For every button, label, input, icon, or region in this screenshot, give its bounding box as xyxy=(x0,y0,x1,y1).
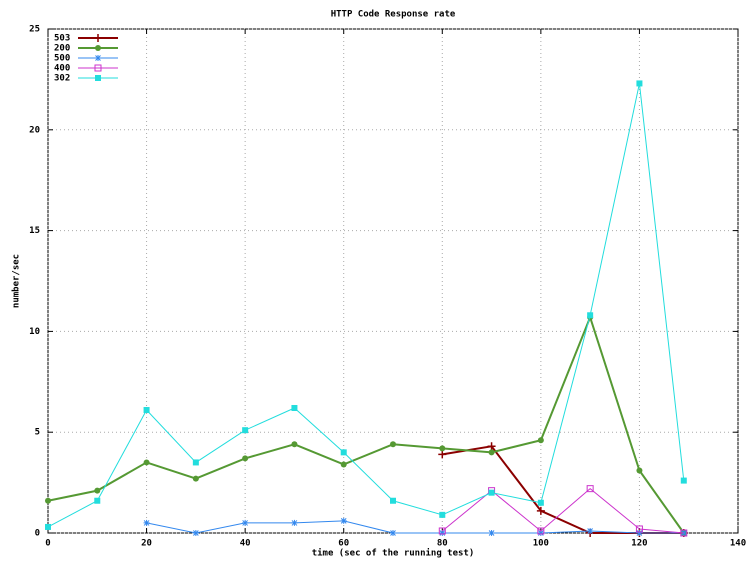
marker xyxy=(439,530,446,536)
x-tick-label: 120 xyxy=(631,539,647,549)
y-axis-label: number/sec xyxy=(12,254,22,308)
marker xyxy=(143,519,150,526)
series-line xyxy=(442,445,684,534)
marker xyxy=(390,497,396,504)
marker xyxy=(143,459,150,466)
marker xyxy=(487,442,496,451)
marker xyxy=(438,527,446,535)
marker xyxy=(143,407,150,414)
marker xyxy=(680,530,687,536)
y-tick-label: 5 xyxy=(35,428,40,438)
x-tick-label: 60 xyxy=(338,539,349,549)
marker xyxy=(536,506,545,515)
x-tick-label: 20 xyxy=(141,539,152,549)
marker xyxy=(340,449,347,456)
marker xyxy=(439,445,446,452)
marker xyxy=(488,449,495,456)
marker xyxy=(192,475,199,482)
chart-title: HTTP Code Response rate xyxy=(331,10,456,20)
marker xyxy=(291,405,298,412)
series-line xyxy=(441,487,684,534)
x-tick-label: 140 xyxy=(730,539,746,549)
marker xyxy=(537,437,544,444)
marker xyxy=(242,455,249,462)
legend-marker xyxy=(95,45,101,51)
legend-marker xyxy=(95,75,101,81)
y-tick-label: 25 xyxy=(29,25,40,35)
x-tick-label: 40 xyxy=(240,539,251,549)
legend-label: 200 xyxy=(54,44,70,54)
marker xyxy=(242,519,249,526)
legend-label: 500 xyxy=(54,54,70,64)
marker xyxy=(291,519,298,526)
marker xyxy=(488,489,495,496)
marker xyxy=(635,525,643,533)
marker xyxy=(586,485,594,493)
marker xyxy=(291,441,298,448)
series-line xyxy=(146,520,684,534)
marker xyxy=(340,517,347,524)
x-tick-label: 100 xyxy=(533,539,549,549)
legend-marker xyxy=(94,64,102,72)
marker xyxy=(390,530,396,536)
marker xyxy=(94,497,101,504)
x-tick-label: 0 xyxy=(45,539,50,549)
marker xyxy=(636,467,643,474)
marker xyxy=(390,441,396,448)
marker xyxy=(587,527,594,534)
marker xyxy=(94,487,101,494)
series-line xyxy=(47,83,685,528)
marker xyxy=(680,529,688,537)
marker xyxy=(488,530,495,536)
marker xyxy=(45,497,51,504)
marker xyxy=(537,527,545,535)
marker xyxy=(537,530,544,536)
legend-marker xyxy=(94,34,102,42)
marker xyxy=(636,80,643,87)
series-line xyxy=(47,314,685,534)
marker xyxy=(242,427,249,434)
marker xyxy=(340,461,347,468)
marker xyxy=(636,530,643,536)
marker xyxy=(438,450,447,459)
marker xyxy=(537,499,544,506)
marker xyxy=(45,523,51,530)
y-tick-label: 20 xyxy=(29,125,40,135)
y-tick-label: 10 xyxy=(29,327,40,337)
x-tick-label: 80 xyxy=(437,539,448,549)
y-tick-label: 0 xyxy=(35,529,40,539)
x-axis-label: time (sec of the running test) xyxy=(312,548,475,559)
marker xyxy=(680,477,687,484)
legend-label: 302 xyxy=(54,74,70,84)
marker xyxy=(192,530,199,536)
marker xyxy=(192,459,199,466)
legend-label: 503 xyxy=(54,34,70,44)
legend-label: 400 xyxy=(54,64,70,74)
legend-marker xyxy=(95,55,101,61)
marker xyxy=(439,511,446,518)
marker xyxy=(587,312,594,319)
y-tick-label: 15 xyxy=(29,226,40,236)
